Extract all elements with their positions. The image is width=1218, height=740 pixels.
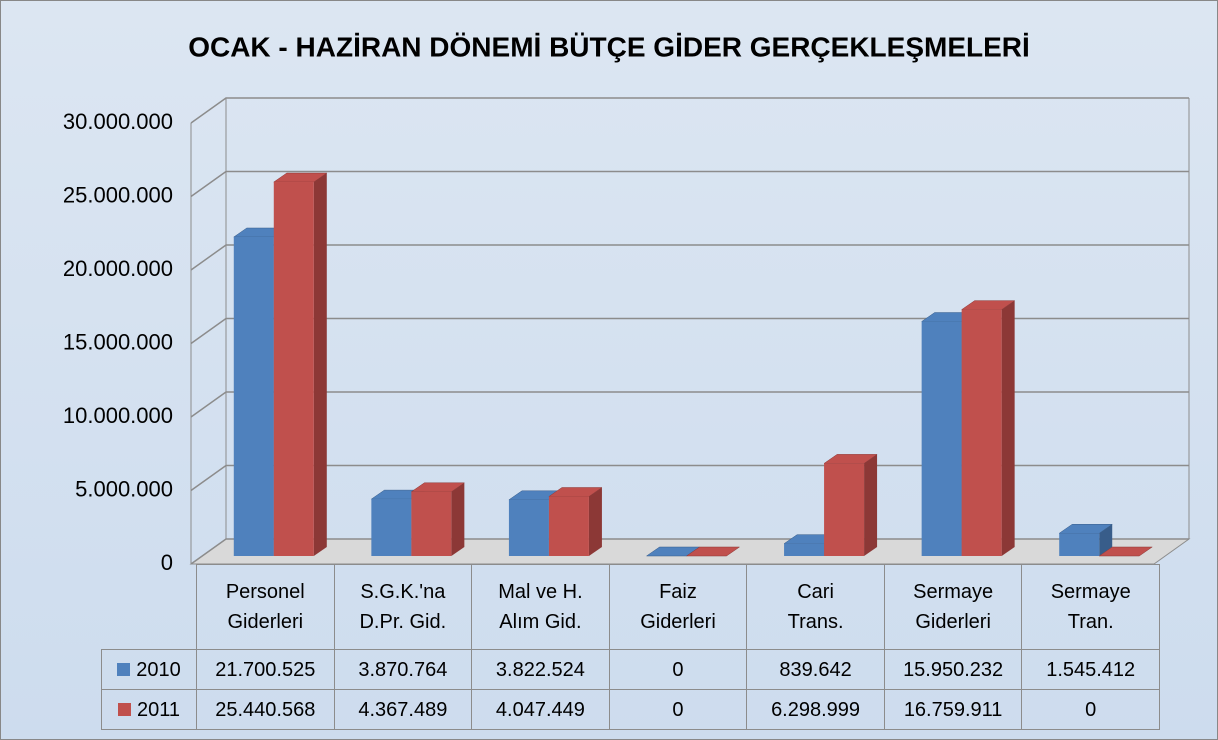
category-label: Faiz Giderleri <box>608 564 748 650</box>
data-table-value: 0 <box>608 649 748 690</box>
bar-side <box>313 173 327 556</box>
bar <box>371 499 412 556</box>
bar <box>233 237 274 556</box>
y-tick-label: 5.000.000 <box>75 476 173 501</box>
y-tick-label: 15.000.000 <box>63 329 173 354</box>
bar-side <box>1099 524 1113 556</box>
bar-side <box>451 482 465 556</box>
legend-label: 2011 <box>136 698 180 721</box>
grid-line <box>190 317 1189 345</box>
y-tick-label: 10.000.000 <box>63 403 173 428</box>
chart-title: OCAK - HAZİRAN DÖNEMİ BÜTÇE GİDER GERÇEK… <box>188 31 1030 62</box>
bar-side <box>1001 300 1015 556</box>
category-label: Cari Trans. <box>746 564 885 650</box>
bar <box>1059 533 1100 556</box>
data-table-value: 16.759.911 <box>883 689 1023 730</box>
y-tick-label: 20.000.000 <box>63 256 173 281</box>
bar <box>273 182 314 556</box>
data-table-value: 6.298.999 <box>746 689 885 730</box>
bar-side <box>588 487 602 556</box>
data-table-value: 4.047.449 <box>471 689 610 730</box>
legend-label: 2010 <box>136 658 181 681</box>
data-table-value: 3.870.764 <box>333 649 473 690</box>
grid-line <box>190 97 1189 124</box>
bar <box>508 499 549 556</box>
category-label: Sermaye Tran. <box>1021 564 1160 650</box>
y-tick-label: 30.000.000 <box>63 109 173 134</box>
grid-line <box>190 391 1189 418</box>
data-table-value: 25.440.568 <box>196 689 335 730</box>
data-table-value: 4.367.489 <box>333 689 473 730</box>
data-table-value: 3.822.524 <box>471 649 610 690</box>
bar <box>784 543 825 556</box>
category-label: Personel Giderleri <box>196 564 335 650</box>
bar <box>548 496 589 556</box>
legend-swatch <box>117 663 131 676</box>
category-label: Sermaye Giderleri <box>883 564 1023 650</box>
data-table-value: 0 <box>1021 689 1160 730</box>
data-table-value: 1.545.412 <box>1021 649 1160 690</box>
bar <box>411 491 452 556</box>
legend-entry: 2010 <box>101 649 197 690</box>
legend-swatch <box>117 703 131 716</box>
grid-line <box>190 244 1189 271</box>
bar-side <box>864 454 878 556</box>
data-table-value: 839.642 <box>746 649 885 690</box>
data-table-value: 15.950.232 <box>883 649 1023 690</box>
grid-line <box>190 464 1189 492</box>
y-tick-label: 0 <box>161 550 173 575</box>
category-label: Mal ve H. Alım Gid. <box>471 564 610 650</box>
category-label: S.G.K.'na D.Pr. Gid. <box>333 564 473 650</box>
bar <box>961 309 1002 556</box>
legend-entry: 2011 <box>101 689 197 730</box>
grid-line <box>190 170 1189 198</box>
data-table-value: 0 <box>608 689 748 730</box>
bar <box>921 321 962 556</box>
data-table-value: 21.700.525 <box>196 649 335 690</box>
bar <box>824 463 865 556</box>
y-tick-label: 25.000.000 <box>63 182 173 207</box>
